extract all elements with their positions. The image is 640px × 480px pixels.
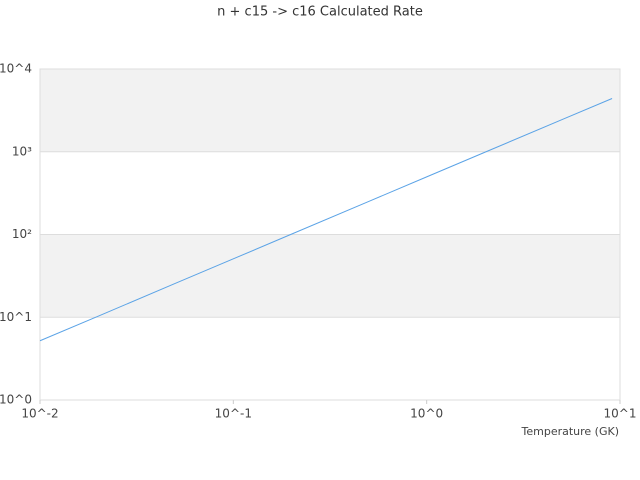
y-tick-label: 10² [12, 227, 32, 241]
data-line [39, 98, 613, 342]
x-tick-label: 10^-1 [215, 407, 252, 421]
y-tick-label: 10³ [12, 144, 32, 158]
x-tick-label: 10^1 [604, 407, 637, 421]
y-tick-label: 10^4 [0, 62, 32, 76]
grid-band [40, 234, 620, 318]
chart-title: n + c15 -> c16 Calculated Rate [217, 5, 423, 20]
x-tick-label: 10^0 [410, 407, 443, 421]
grid-band [40, 69, 620, 152]
x-axis-label: Temperature (GK) [521, 425, 620, 438]
y-tick-label: 10^1 [0, 310, 32, 324]
y-tick-label: 10^0 [0, 393, 32, 407]
x-tick-label: 10^-2 [21, 407, 58, 421]
